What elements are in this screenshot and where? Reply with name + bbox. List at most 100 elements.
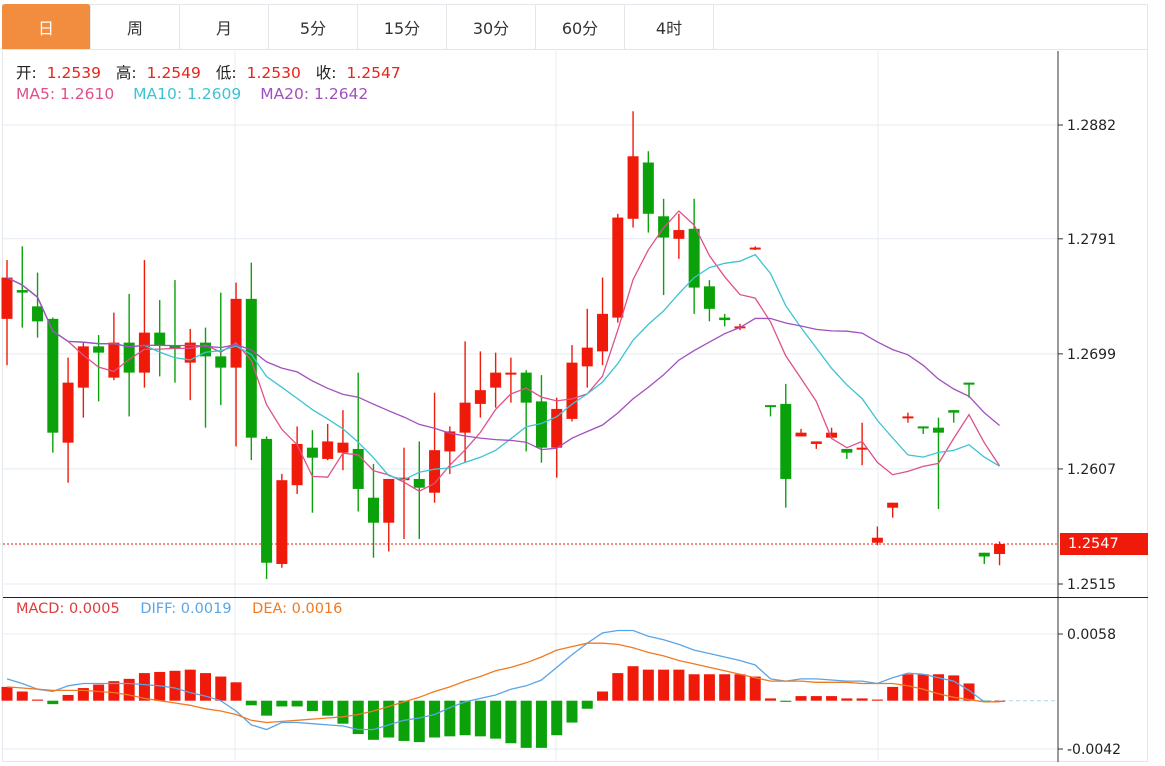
macd-bar [566, 700, 578, 723]
candle-up [551, 408, 563, 448]
tab-60min[interactable]: 60分 [536, 4, 625, 49]
candle-down [93, 346, 105, 353]
candle-down [642, 162, 654, 214]
macd-bar [719, 674, 731, 701]
macd-bar [413, 700, 425, 743]
candle-up [795, 432, 807, 437]
candle-down [367, 497, 379, 523]
price-tick-label: 1.2699 [1067, 347, 1116, 363]
candle-up [566, 362, 578, 419]
macd-bar [688, 674, 700, 701]
ma20-value: MA20: 1.2642 [260, 85, 369, 103]
candle-up [459, 402, 471, 433]
candle-up [810, 441, 822, 444]
ohlc-legend: 开: 1.2539 高: 1.2549 低: 1.2530 收: 1.2547 [16, 61, 411, 83]
macd-bar [505, 700, 517, 744]
candle-up [856, 447, 868, 450]
macd-bar [490, 700, 502, 739]
candle-down [780, 403, 792, 479]
macd-bar [917, 674, 929, 701]
candle-up [138, 332, 150, 373]
tab-month[interactable]: 月 [180, 4, 269, 49]
macd-bar [16, 691, 28, 701]
candle-down [306, 447, 318, 458]
macd-bar [429, 700, 441, 738]
candle-up [291, 443, 303, 486]
candle-down [32, 306, 44, 322]
candle-down [47, 318, 59, 433]
close-value: 1.2547 [346, 64, 401, 82]
macd-bar [948, 675, 960, 701]
close-label: 收: [315, 64, 337, 82]
candle-down [932, 427, 944, 433]
macd-bar [932, 674, 944, 701]
candle-down [123, 342, 135, 373]
candle-down [261, 438, 273, 563]
candle-down [948, 410, 960, 413]
candle-up [383, 478, 395, 523]
diff-line [6, 629, 1000, 731]
macd-bar [383, 700, 395, 738]
macd-bar [765, 698, 776, 701]
candle-up [398, 477, 410, 481]
chart-frame [2, 4, 1148, 762]
macd-bar [535, 700, 547, 748]
tab-15min[interactable]: 15分 [358, 4, 447, 49]
macd-bar [520, 700, 532, 748]
tab-5min[interactable]: 5分 [269, 4, 358, 49]
tab-day[interactable]: 日 [2, 4, 91, 49]
period-tabs: 日 周 月 5分 15分 30分 60分 4时 [2, 4, 1148, 50]
macd-bar [261, 700, 273, 716]
macd-bar [459, 700, 471, 736]
macd-bar [93, 684, 105, 701]
macd-bar [230, 682, 242, 701]
macd-bar [444, 700, 456, 737]
candle-down [963, 382, 975, 385]
candle-up [826, 432, 838, 438]
open-value: 1.2539 [46, 64, 101, 82]
price-tick-label: 1.2607 [1067, 462, 1116, 478]
macd-bar [474, 700, 486, 737]
macd-bar [108, 681, 120, 701]
ma10-value: MA10: 1.2609 [133, 85, 242, 103]
macd-bar [551, 700, 563, 736]
dea-line [6, 642, 1000, 724]
macd-value: MACD: 0.0005 [16, 601, 120, 617]
macd-bar [32, 699, 44, 701]
macd-bar [749, 676, 761, 701]
macd-bar [658, 669, 670, 701]
candle-up [474, 390, 486, 404]
macd-bar [322, 700, 334, 716]
price-tick-label: 1.2882 [1067, 118, 1116, 134]
candle-up [184, 342, 196, 363]
candle-up [322, 441, 334, 459]
candle-down [841, 448, 853, 453]
tab-week[interactable]: 周 [91, 4, 180, 49]
candle-up [490, 372, 502, 388]
macd-bar [703, 674, 715, 701]
candle-down [352, 448, 364, 489]
candle-down [245, 298, 257, 438]
macd-bar [994, 700, 1006, 702]
candle-up [902, 416, 914, 419]
macd-bar [963, 683, 975, 701]
tab-30min[interactable]: 30分 [447, 4, 536, 49]
macd-bar [642, 669, 654, 701]
macd-bar [581, 700, 593, 709]
candle-up [749, 247, 761, 250]
price-tick-label: 1.2515 [1067, 577, 1116, 593]
diff-value: DIFF: 0.0019 [140, 601, 232, 617]
candle-down [215, 356, 227, 368]
candle-up [429, 450, 441, 493]
macd-bar [306, 700, 318, 712]
macd-bar [780, 700, 792, 702]
candle-down [413, 478, 425, 488]
macd-bar [597, 691, 609, 701]
macd-bar [291, 700, 303, 707]
candle-up [230, 298, 242, 368]
low-label: 低: [215, 64, 237, 82]
candle-up [1, 277, 13, 319]
tab-4hour[interactable]: 4时 [625, 4, 714, 49]
current-price-tag: 1.2547 [1060, 533, 1148, 555]
